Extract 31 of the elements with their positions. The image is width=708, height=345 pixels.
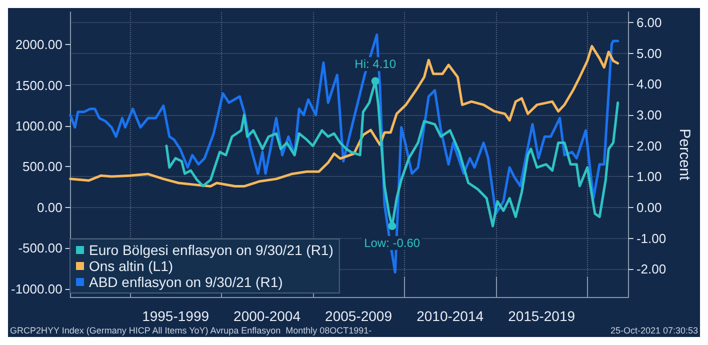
y-tick-label: 2000.00 [15,37,62,52]
x-tick-label: 2010-2014 [416,308,484,324]
y2-tick-label: -1.00 [636,230,666,246]
y2-tick-label: 0.00 [636,200,662,216]
line-series [69,34,620,274]
y2-axis-title: Percent [676,128,693,182]
line-series [69,44,620,188]
y-tick-label: 1500.00 [15,78,62,93]
y2-tick-label: 6.00 [636,14,662,30]
legend-label: ABD enflasyon on 9/30/21 (R1) [89,274,283,290]
y-tick-label: -500.00 [18,240,62,256]
y2-tick-label: -2.00 [636,262,666,277]
x-tick-label: 2005-2009 [325,308,392,324]
y2-tick-label: 4.00 [636,76,662,92]
y-tick-label: 1000.00 [15,118,62,134]
x-tick-label: 1995-1999 [142,308,210,324]
y-tick-label: 500.00 [22,159,62,174]
y2-tick-label: 5.00 [636,46,662,61]
x-tick-label: 2015-2019 [508,308,576,324]
y2-tick-label: 2.00 [636,138,662,154]
annotation: Low: -0.60 [364,236,420,250]
legend-label: Euro Bölgesi enflasyon on 9/30/21 (R1) [89,242,334,258]
y2-tick-label: 1.00 [636,169,662,184]
text: GRCP2HYY Index (Germany HICP All Items YoY) Avrupa Enflasyon Monthly 08OCT1991- [10,326,372,336]
y-tick-label: 0.00 [37,200,62,215]
y-tick-label: -1000.00 [10,281,62,296]
y2-tick-label: 3.00 [636,108,662,123]
annotation: Hi: 4.10 [354,57,396,72]
legend-label: Ons altin (L1) [89,258,174,274]
text: 25-Oct-2021 07:30:53 [610,326,698,336]
x-tick-label: 2000-2004 [234,308,301,324]
